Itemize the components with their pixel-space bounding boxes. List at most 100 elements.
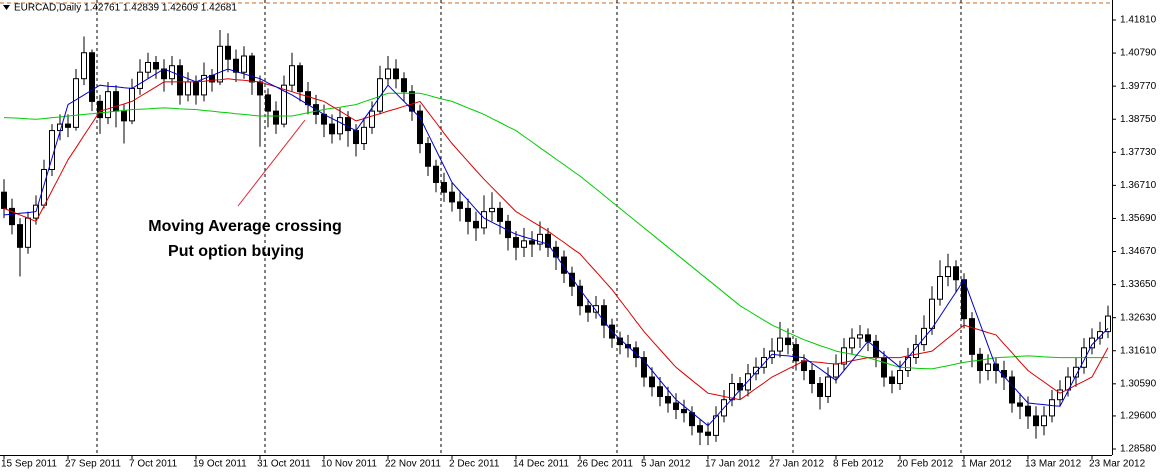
- y-tick-label: 1.28580: [1120, 444, 1157, 455]
- candle-body: [377, 78, 383, 112]
- x-tick-label: 10 Nov 2011: [321, 459, 377, 470]
- candle-body: [857, 334, 863, 339]
- y-tick-label: 1.40790: [1120, 48, 1157, 59]
- x-tick-label: 7 Oct 2011: [129, 459, 178, 470]
- candle-body: [841, 347, 847, 365]
- x-tick-label: 15 Sep 2011: [1, 459, 57, 470]
- candle-body: [641, 357, 647, 378]
- candle-body: [297, 65, 303, 93]
- candle-body: [761, 357, 767, 368]
- candle-body: [513, 237, 519, 248]
- candle-body: [177, 65, 183, 96]
- candle-body: [345, 117, 351, 132]
- candle-body: [217, 45, 223, 83]
- candle-body: [881, 357, 887, 378]
- candle-body: [673, 402, 679, 410]
- annotation: Moving Average crossing: [148, 218, 342, 235]
- candle-body: [281, 84, 287, 125]
- candle-body: [193, 81, 199, 96]
- candle-body: [529, 240, 535, 245]
- y-tick-label: 1.37730: [1120, 147, 1157, 158]
- x-tick-label: 13 Mar 2012: [1025, 459, 1082, 470]
- candle-body: [1057, 389, 1063, 401]
- x-tick-label: 8 Feb 2012: [833, 459, 884, 470]
- candle-body: [561, 256, 567, 274]
- candle-body: [777, 337, 783, 352]
- candle-body: [433, 165, 439, 183]
- candle-body: [121, 110, 127, 122]
- x-tick-label: 27 Sep 2011: [65, 459, 121, 470]
- candle-body: [953, 266, 959, 281]
- x-tick-label: 27 Jan 2012: [769, 459, 824, 470]
- candle-body: [65, 123, 71, 128]
- candle-body: [425, 143, 431, 167]
- candle-body: [393, 68, 399, 80]
- candle-body: [897, 370, 903, 385]
- candle-body: [73, 78, 79, 128]
- candle-body: [489, 207, 495, 213]
- candle-body: [737, 383, 743, 391]
- candle-body: [201, 74, 207, 96]
- period-separators: [96, 0, 962, 455]
- candle-body: [785, 337, 791, 346]
- candle-body: [753, 366, 759, 375]
- moving-average-line: [3, 92, 1108, 370]
- candle-body: [497, 207, 503, 222]
- y-tick-label: 1.36710: [1120, 180, 1157, 191]
- y-tick-label: 1.31610: [1120, 345, 1157, 356]
- candle-body: [1089, 337, 1095, 349]
- candle-body: [41, 168, 47, 206]
- x-tick-label: 17 Jan 2012: [705, 459, 760, 470]
- candle-body: [849, 337, 855, 349]
- x-tick-label: 23 Mar 2012: [1089, 459, 1146, 470]
- candle-body: [129, 87, 135, 122]
- candle-body: [1073, 366, 1079, 378]
- x-tick-label: 19 Oct 2011: [193, 459, 247, 470]
- candle-body: [569, 272, 575, 287]
- x-tick-label: 22 Nov 2011: [385, 459, 441, 470]
- x-tick-label: 5 Jan 2012: [641, 459, 691, 470]
- candle-body: [665, 395, 671, 404]
- annotation: Put option buying: [168, 243, 304, 260]
- candle-body: [577, 285, 583, 307]
- candle-body: [817, 383, 823, 397]
- y-tick-label: 1.35690: [1120, 213, 1157, 224]
- candle-body: [145, 61, 151, 73]
- candle-body: [793, 344, 799, 362]
- candle-body: [337, 117, 343, 135]
- candle-body: [465, 207, 471, 222]
- candle-body: [585, 305, 591, 313]
- candle-body: [441, 181, 447, 193]
- candle-body: [1017, 402, 1023, 407]
- candle-body: [97, 100, 103, 119]
- candle-body: [681, 408, 687, 414]
- candle-body: [105, 91, 111, 119]
- candle-body: [457, 201, 463, 209]
- x-tick-label: 20 Feb 2012: [897, 459, 954, 470]
- y-tick-label: 1.32630: [1120, 312, 1157, 323]
- candle-body: [273, 110, 279, 125]
- moving-average-line: [3, 68, 1109, 427]
- y-tick-label: 1.34670: [1120, 246, 1157, 257]
- candle-body: [153, 61, 159, 70]
- candle-body: [305, 91, 311, 106]
- candle-body: [137, 71, 143, 89]
- candle-body: [113, 91, 119, 112]
- candle-body: [937, 275, 943, 300]
- candle-body: [865, 334, 871, 342]
- candle-body: [233, 58, 239, 73]
- candle-body: [633, 347, 639, 359]
- candle-body: [705, 431, 711, 436]
- y-tick-label: 1.33650: [1120, 279, 1157, 290]
- x-tick-label: 1 Mar 2012: [961, 459, 1012, 470]
- candle-body: [1033, 415, 1039, 427]
- candle-body: [1105, 315, 1111, 333]
- y-tick-label: 1.41810: [1120, 15, 1157, 26]
- candle-body: [809, 370, 815, 385]
- candle-body: [241, 55, 247, 73]
- candle-body: [945, 266, 951, 277]
- candle-body: [537, 233, 543, 245]
- y-tick-label: 1.29600: [1120, 411, 1157, 422]
- candle-body: [25, 217, 31, 248]
